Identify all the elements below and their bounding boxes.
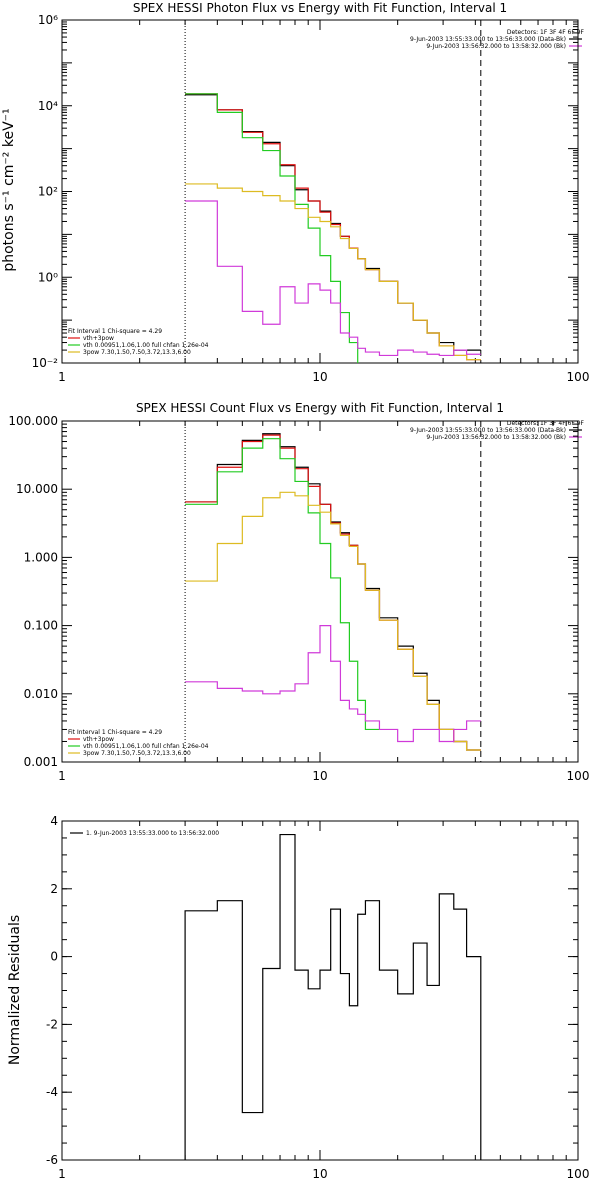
- legend-top-left: 1. 9-Jun-2003 13:55:33.000 to 13:56:32.0…: [70, 830, 219, 837]
- legend-vth: vth 0.00951,1.06,1.00 full chfan 1.26e-0…: [83, 342, 209, 349]
- plot-frame: [61, 19, 579, 364]
- series-data-bk: [185, 94, 481, 351]
- x-tick-label: 1: [58, 370, 66, 384]
- plot-frame: [61, 420, 579, 763]
- legend-bottom-left: Fit Interval 1 Chi-square = 4.29 vth+3po…: [68, 328, 209, 356]
- y-tick-label: -6: [46, 1153, 58, 1167]
- legend-bk: 9-Jun-2003 13:56:32.000 to 13:58:32.000 …: [426, 43, 566, 50]
- series-3pow: [185, 491, 481, 751]
- x-tick-label: 1: [58, 769, 66, 783]
- legend-data-bk: 9-Jun-2003 13:55:33.000 to 13:56:33.000 …: [410, 427, 566, 434]
- legend-bk: 9-Jun-2003 13:56:32.000 to 13:58:32.000 …: [426, 434, 566, 441]
- y-axis-label: photons s⁻¹ cm⁻² keV⁻¹: [1, 108, 17, 271]
- x-tick-label: 100: [567, 769, 590, 783]
- y-axis-label: Normalized Residuals: [7, 915, 23, 1065]
- legend-data-bk: 9-Jun-2003 13:55:33.000 to 13:56:33.000 …: [410, 36, 566, 43]
- legend-top-right: Detectors: 1F 3F 4F 6F 9F 9-Jun-2003 13:…: [410, 29, 585, 50]
- legend-fit-interval: Fit Interval 1 Chi-square = 4.29: [68, 328, 162, 335]
- y-tick-label: 10⁰: [38, 270, 58, 284]
- y-tick-label: 0: [50, 950, 58, 964]
- legend-3pow: 3pow 7.30,1.50,7.50,3.72,13.3,6.00: [83, 349, 191, 356]
- series-bk: [185, 625, 481, 743]
- legend-top-right: Detectors: 1F 3F 4F 6F 9F 9-Jun-2003 13:…: [410, 420, 585, 441]
- x-tick-label: 10: [312, 1167, 327, 1181]
- y-tick-label: -2: [46, 1017, 58, 1031]
- legend-vth-3pow: vth+3pow: [83, 736, 114, 743]
- residuals-panel: Normalized Residuals 1. 9-Jun-2003 13:55…: [7, 814, 589, 1181]
- panel-title: SPEX HESSI Count Flux vs Energy with Fit…: [136, 401, 504, 415]
- y-tick-label: 10⁶: [38, 13, 58, 27]
- legend-fit-interval: Fit Interval 1 Chi-square = 4.29: [68, 729, 162, 736]
- x-tick-label: 100: [567, 1167, 590, 1181]
- y-tick-label: -4: [46, 1085, 58, 1099]
- y-tick-label: 10⁴: [38, 99, 58, 113]
- legend-bottom-left: Fit Interval 1 Chi-square = 4.29 vth+3po…: [68, 729, 209, 757]
- series-bk: [185, 200, 481, 357]
- legend-detectors: Detectors: 1F 3F 4F 6F 9F: [507, 420, 585, 427]
- series-vth-3pow: [185, 434, 481, 751]
- y-tick-label: 10²: [38, 185, 58, 199]
- photon-flux-panel: SPEX HESSI Photon Flux vs Energy with Fi…: [1, 1, 589, 384]
- series-data-bk: [185, 433, 481, 751]
- panel-title: SPEX HESSI Photon Flux vs Energy with Fi…: [133, 1, 507, 15]
- legend-3pow: 3pow 7.30,1.50,7.50,3.72,13.3,6.00: [83, 750, 191, 757]
- y-tick-label: 0.001: [24, 755, 58, 769]
- x-tick-label: 10: [312, 370, 327, 384]
- x-tick-label: 10: [312, 769, 327, 783]
- count-flux-panel: SPEX HESSI Count Flux vs Energy with Fit…: [8, 401, 589, 783]
- y-tick-label: 4: [50, 814, 58, 828]
- legend-detectors: Detectors: 1F 3F 4F 6F 9F: [507, 29, 585, 36]
- plot-frame: [61, 820, 579, 1161]
- y-tick-label: 0.010: [24, 687, 58, 701]
- y-tick-label: 10⁻²: [32, 356, 59, 370]
- y-tick-label: 0.100: [24, 619, 58, 633]
- x-tick-label: 1: [58, 1167, 66, 1181]
- y-tick-label: 100.000: [8, 414, 58, 428]
- y-tick-label: 10.000: [16, 482, 58, 496]
- series-1-9-jun-2003-13-55-33-000-to-13-56-32-000: [184, 833, 482, 1160]
- series-vth: [185, 93, 359, 363]
- x-tick-label: 100: [567, 370, 590, 384]
- y-tick-label: 2: [50, 882, 58, 896]
- legend-vth-3pow: vth+3pow: [83, 335, 114, 342]
- legend-interval: 1. 9-Jun-2003 13:55:33.000 to 13:56:32.0…: [86, 830, 219, 837]
- y-tick-label: 1.000: [24, 550, 58, 564]
- series-vth: [185, 438, 380, 731]
- series-3pow: [185, 183, 481, 361]
- legend-vth: vth 0.00951,1.06,1.00 full chfan 1.26e-0…: [83, 743, 209, 750]
